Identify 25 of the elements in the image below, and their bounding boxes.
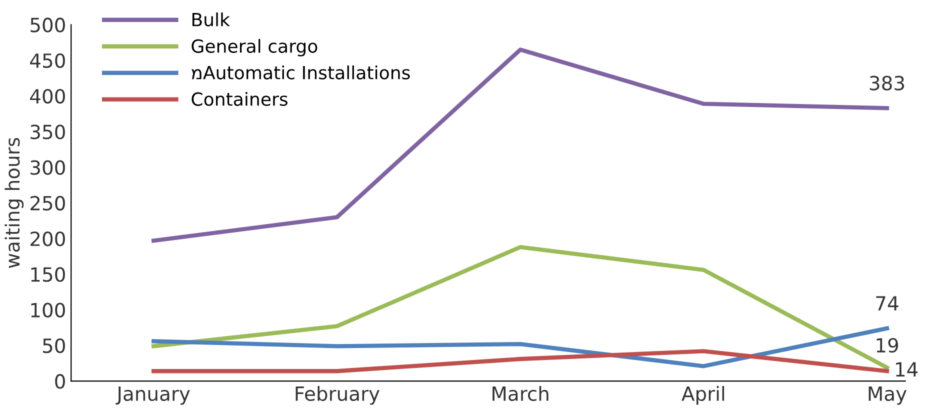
y-tick-label: 300 bbox=[30, 160, 65, 175]
x-tick-label: March bbox=[492, 386, 548, 402]
legend-label: Containers bbox=[192, 92, 288, 106]
data-label: 74 bbox=[876, 296, 898, 310]
x-tick-label: April bbox=[682, 386, 724, 405]
y-tick-label: 350 bbox=[30, 124, 65, 140]
data-label: 14 bbox=[896, 362, 918, 376]
y-tick-label: 250 bbox=[30, 196, 65, 211]
y-tick-label: 100 bbox=[31, 302, 65, 318]
y-tick-label: 450 bbox=[30, 53, 65, 68]
y-axis-title: waiting hours bbox=[4, 138, 24, 268]
x-tick-label: May bbox=[868, 386, 907, 405]
legend-label: General cargo bbox=[192, 38, 318, 56]
data-label: 19 bbox=[876, 338, 898, 353]
legend-label: מAutomatic Installations bbox=[191, 65, 410, 80]
data-label: 383 bbox=[870, 76, 904, 90]
x-tick-label: January bbox=[116, 386, 190, 405]
y-tick-label: 50 bbox=[42, 338, 65, 354]
legend-label: Bulk bbox=[192, 12, 230, 26]
y-tick-label: 0 bbox=[55, 374, 65, 389]
x-tick-label: February bbox=[296, 386, 380, 405]
y-tick-label: 200 bbox=[30, 232, 65, 246]
y-tick-label: 150 bbox=[31, 267, 65, 282]
y-tick-label: 500 bbox=[30, 18, 65, 32]
y-tick-label: 400 bbox=[30, 88, 65, 104]
